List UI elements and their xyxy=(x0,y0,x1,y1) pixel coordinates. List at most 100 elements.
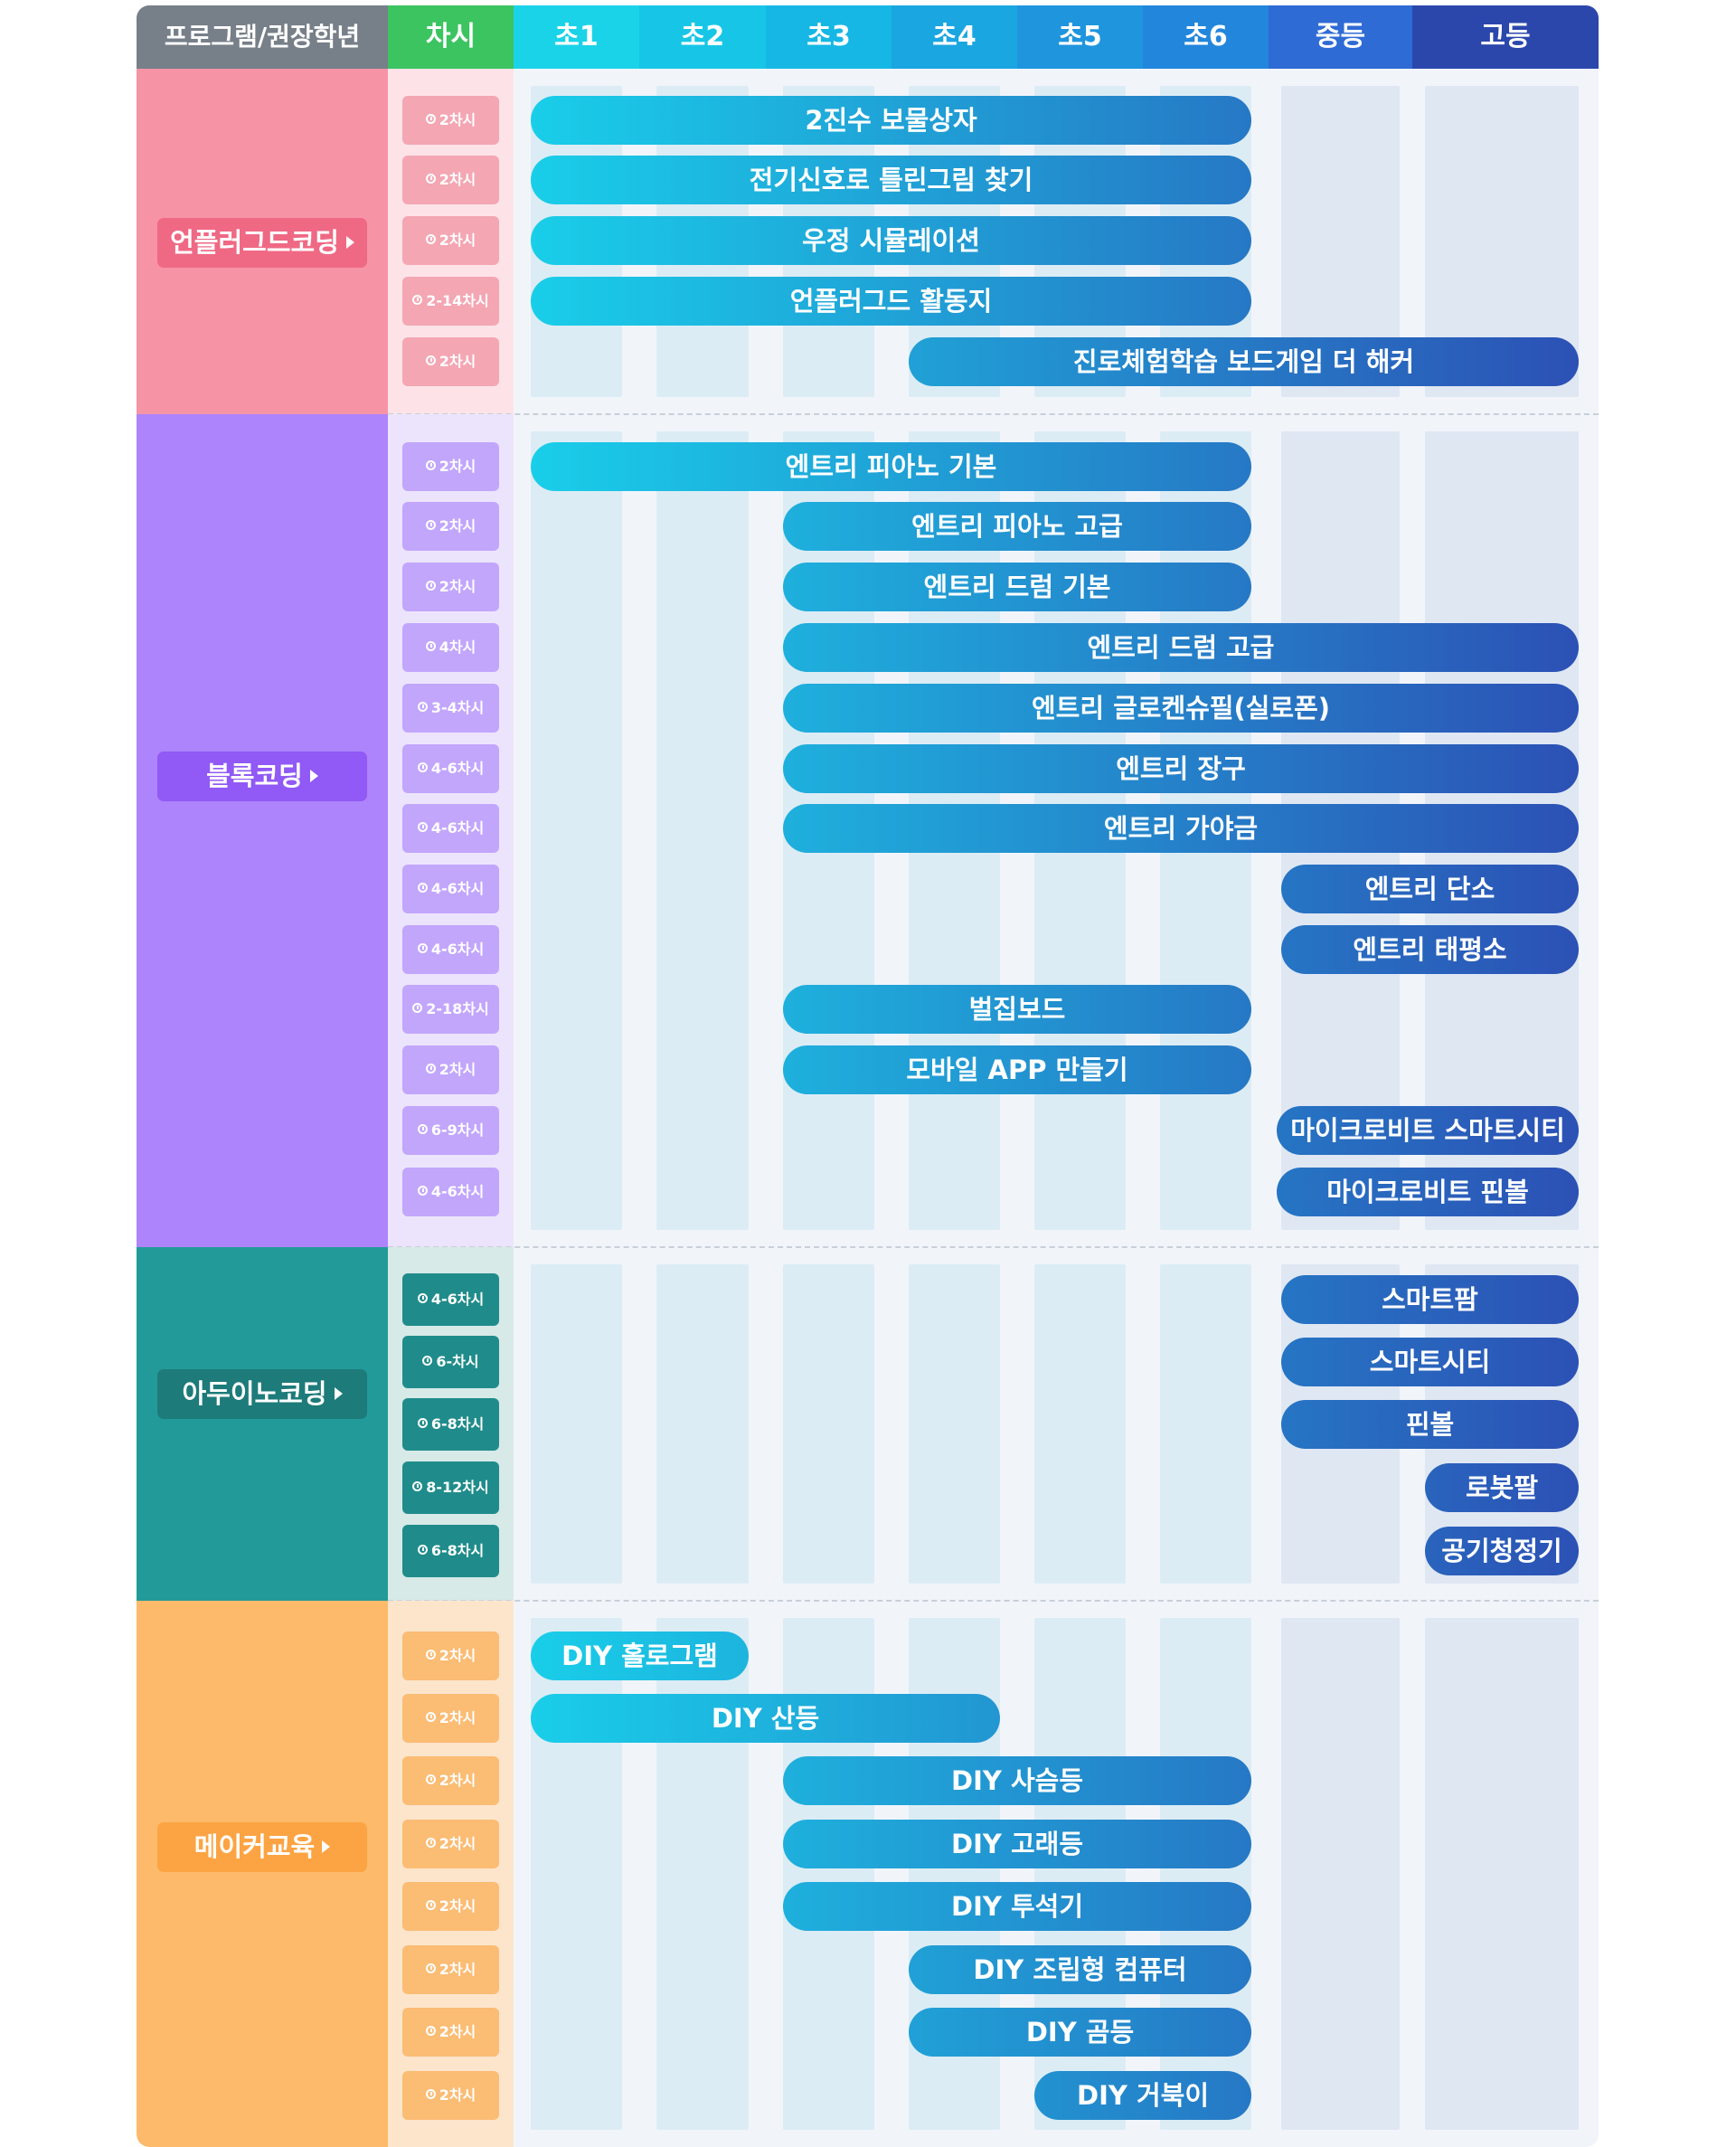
grade-column-stripe xyxy=(1034,1264,1126,1584)
session-text: 6-8차시 xyxy=(430,1415,485,1433)
session-text: 2차시 xyxy=(439,578,476,595)
program-bar[interactable]: 모바일 APP 만들기 xyxy=(783,1045,1251,1094)
program-bar[interactable]: 마이크로비트 핀볼 xyxy=(1277,1168,1579,1216)
program-bar[interactable]: 엔트리 드럼 고급 xyxy=(783,623,1579,672)
caret-right-icon xyxy=(334,1387,343,1400)
category-label-text: 블록코딩 xyxy=(206,761,303,791)
program-bar[interactable]: DIY 사슴등 xyxy=(783,1756,1251,1805)
clock-icon xyxy=(425,520,436,530)
session-badge: 4-6차시 xyxy=(402,925,499,974)
header-grade-5: 초5 xyxy=(1017,5,1143,69)
clock-icon xyxy=(417,1124,428,1134)
session-badge: 2차시 xyxy=(402,563,499,611)
category-label-text: 메이커교육 xyxy=(193,1831,316,1862)
session-text: 2차시 xyxy=(439,1709,476,1726)
program-bar[interactable]: 로봇팔 xyxy=(1425,1463,1579,1512)
category-label-text: 언플러그드코딩 xyxy=(170,227,339,258)
clock-icon xyxy=(425,174,436,184)
session-text: 2-18차시 xyxy=(426,1000,489,1017)
category-label-maker[interactable]: 메이커교육 xyxy=(157,1822,367,1872)
session-text: 2차시 xyxy=(439,517,476,534)
category-arduino xyxy=(137,1247,388,1601)
session-badge: 6-8차시 xyxy=(402,1398,499,1451)
grade-column-stripe xyxy=(909,1264,1000,1584)
program-bar[interactable]: 벌집보드 xyxy=(783,985,1251,1034)
clock-icon xyxy=(425,581,436,591)
session-text: 8-12차시 xyxy=(426,1479,489,1496)
session-text: 6-차시 xyxy=(436,1353,479,1370)
category-label-unplugged[interactable]: 언플러그드코딩 xyxy=(157,218,367,268)
program-bar[interactable]: 엔트리 단소 xyxy=(1281,865,1579,913)
session-badge: 4-6차시 xyxy=(402,804,499,853)
program-bar[interactable]: 2진수 보물상자 xyxy=(531,96,1251,145)
session-text: 2차시 xyxy=(439,353,476,370)
section-divider xyxy=(388,1600,1599,1602)
program-bar[interactable]: DIY 곰등 xyxy=(909,2008,1251,2057)
grade-column-stripe xyxy=(656,431,749,1230)
session-text: 4-6차시 xyxy=(430,1291,485,1308)
program-bar[interactable]: DIY 고래등 xyxy=(783,1820,1251,1868)
session-text: 2차시 xyxy=(439,1061,476,1078)
session-badge: 6-9차시 xyxy=(402,1106,499,1155)
clock-icon xyxy=(417,822,428,832)
session-text: 3-4차시 xyxy=(430,699,485,716)
session-text: 2차시 xyxy=(439,171,476,188)
session-badge: 4-6차시 xyxy=(402,1273,499,1326)
program-bar[interactable]: DIY 투석기 xyxy=(783,1882,1251,1931)
program-bar[interactable]: 엔트리 장구 xyxy=(783,744,1579,793)
program-bar[interactable]: 엔트리 글로켄슈필(실로폰) xyxy=(783,684,1579,733)
header-grade-8: 고등 xyxy=(1412,5,1599,69)
program-bar[interactable]: 핀볼 xyxy=(1281,1400,1579,1449)
program-bar[interactable]: DIY 조립형 컴퓨터 xyxy=(909,1945,1251,1994)
clock-icon xyxy=(425,1712,436,1722)
session-badge: 4차시 xyxy=(402,623,499,672)
session-text: 2차시 xyxy=(439,1647,476,1664)
header-session: 차시 xyxy=(388,5,514,69)
session-text: 2차시 xyxy=(439,2023,476,2040)
program-bar[interactable]: 엔트리 가야금 xyxy=(783,804,1579,853)
clock-icon xyxy=(425,1963,436,1973)
session-text: 2차시 xyxy=(439,2086,476,2104)
program-bar[interactable]: 스마트시티 xyxy=(1281,1338,1579,1386)
session-text: 6-9차시 xyxy=(430,1121,485,1139)
grade-column-stripe xyxy=(656,1264,749,1584)
program-bar[interactable]: DIY 홀로그램 xyxy=(531,1632,749,1680)
category-label-arduino[interactable]: 아두이노코딩 xyxy=(157,1369,367,1419)
session-badge: 2차시 xyxy=(402,1820,499,1868)
program-bar[interactable]: 엔트리 드럼 기본 xyxy=(783,563,1251,611)
session-badge: 2-18차시 xyxy=(402,985,499,1034)
session-badge: 2차시 xyxy=(402,2071,499,2120)
session-text: 2차시 xyxy=(439,1835,476,1852)
session-text: 4-6차시 xyxy=(430,760,485,777)
clock-icon xyxy=(417,1418,428,1428)
session-badge: 2차시 xyxy=(402,1882,499,1931)
program-bar[interactable]: 엔트리 피아노 고급 xyxy=(783,502,1251,551)
program-bar[interactable]: DIY 산등 xyxy=(531,1694,1000,1743)
header-grade-6: 초6 xyxy=(1143,5,1269,69)
session-badge: 2차시 xyxy=(402,216,499,265)
program-grade-chart: 프로그램/권장학년 차시 초1 초2 초3 초4 초5 초6 중등 고등 언플러그드코딩 2차시 2진… xyxy=(137,5,1599,2147)
program-bar[interactable]: 공기청정기 xyxy=(1425,1527,1579,1575)
clock-icon xyxy=(412,1003,423,1013)
program-bar[interactable]: 마이크로비트 스마트시티 xyxy=(1277,1106,1579,1155)
clock-icon xyxy=(425,641,436,651)
program-bar[interactable]: 진로체험학습 보드게임 더 해커 xyxy=(909,337,1579,386)
clock-icon xyxy=(425,1838,436,1848)
grade-column-stripe xyxy=(1281,1618,1400,2130)
clock-icon xyxy=(417,762,428,772)
header-grade-7: 중등 xyxy=(1269,5,1412,69)
clock-icon xyxy=(412,295,423,305)
session-badge: 2차시 xyxy=(402,1945,499,1994)
program-bar[interactable]: 엔트리 태평소 xyxy=(1281,925,1579,974)
clock-icon xyxy=(422,1356,433,1366)
program-bar[interactable]: 엔트리 피아노 기본 xyxy=(531,442,1251,491)
header-grade-4: 초4 xyxy=(892,5,1017,69)
program-bar[interactable]: 스마트팜 xyxy=(1281,1275,1579,1324)
program-bar[interactable]: 전기신호로 틀린그림 찾기 xyxy=(531,156,1251,204)
grade-column-stripe xyxy=(1160,1264,1251,1584)
program-bar[interactable]: DIY 거북이 xyxy=(1034,2071,1251,2120)
program-bar[interactable]: 우정 시뮬레이션 xyxy=(531,216,1251,265)
category-label-block[interactable]: 블록코딩 xyxy=(157,752,367,801)
program-bar[interactable]: 언플러그드 활동지 xyxy=(531,277,1251,326)
clock-icon xyxy=(417,702,428,712)
